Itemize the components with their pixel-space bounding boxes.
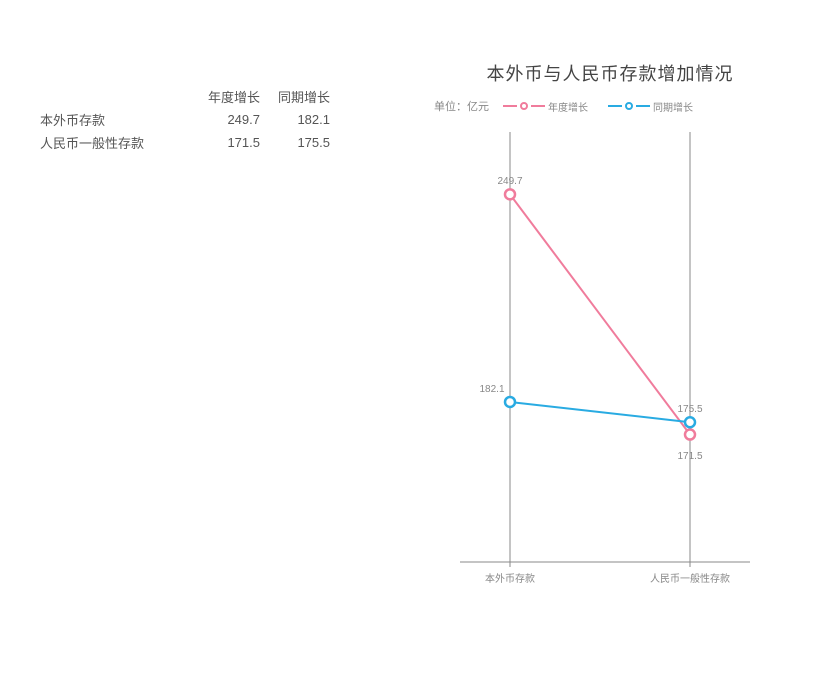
legend-swatch <box>531 105 545 107</box>
data-label: 249.7 <box>497 176 522 187</box>
legend-marker <box>520 102 528 110</box>
chart-svg <box>430 122 770 602</box>
legend-label: 年度增长 <box>548 99 588 114</box>
legend-swatch <box>503 105 517 107</box>
table-col-header-1: 年度增长 <box>190 85 260 108</box>
legend-swatch <box>636 105 650 107</box>
chart-plot-area: 本外币存款 人民币一般性存款 249.7 171.5 182.1 175.5 <box>430 122 770 602</box>
table-row-label: 人民币一般性存款 <box>40 131 190 154</box>
deposit-line-chart: 本外币与人民币存款增加情况 单位：亿元 年度增长 同期增长 <box>430 60 790 602</box>
legend-item: 年度增长 <box>503 99 588 114</box>
data-label: 175.5 <box>677 404 702 415</box>
data-label: 182.1 <box>479 384 504 395</box>
legend-label: 同期增长 <box>653 99 693 114</box>
table-cell: 171.5 <box>190 131 260 154</box>
table-row: 人民币一般性存款 171.5 175.5 <box>40 131 330 154</box>
chart-subtitle: 单位：亿元 <box>434 98 489 114</box>
x-tick-label: 本外币存款 <box>485 570 535 585</box>
x-tick-label: 人民币一般性存款 <box>650 570 730 585</box>
chart-legend: 年度增长 同期增长 <box>503 99 693 114</box>
data-label: 171.5 <box>677 451 702 462</box>
table-cell: 175.5 <box>260 131 330 154</box>
data-table: 年度增长 同期增长 本外币存款 249.7 182.1 人民币一般性存款 171… <box>40 85 330 154</box>
chart-title: 本外币与人民币存款增加情况 <box>430 60 790 86</box>
table-row: 本外币存款 249.7 182.1 <box>40 108 330 131</box>
legend-swatch <box>608 105 622 107</box>
table-cell: 249.7 <box>190 108 260 131</box>
legend-marker <box>625 102 633 110</box>
table-col-header-2: 同期增长 <box>260 85 330 108</box>
table-cell: 182.1 <box>260 108 330 131</box>
table-row-label: 本外币存款 <box>40 108 190 131</box>
legend-item: 同期增长 <box>608 99 693 114</box>
